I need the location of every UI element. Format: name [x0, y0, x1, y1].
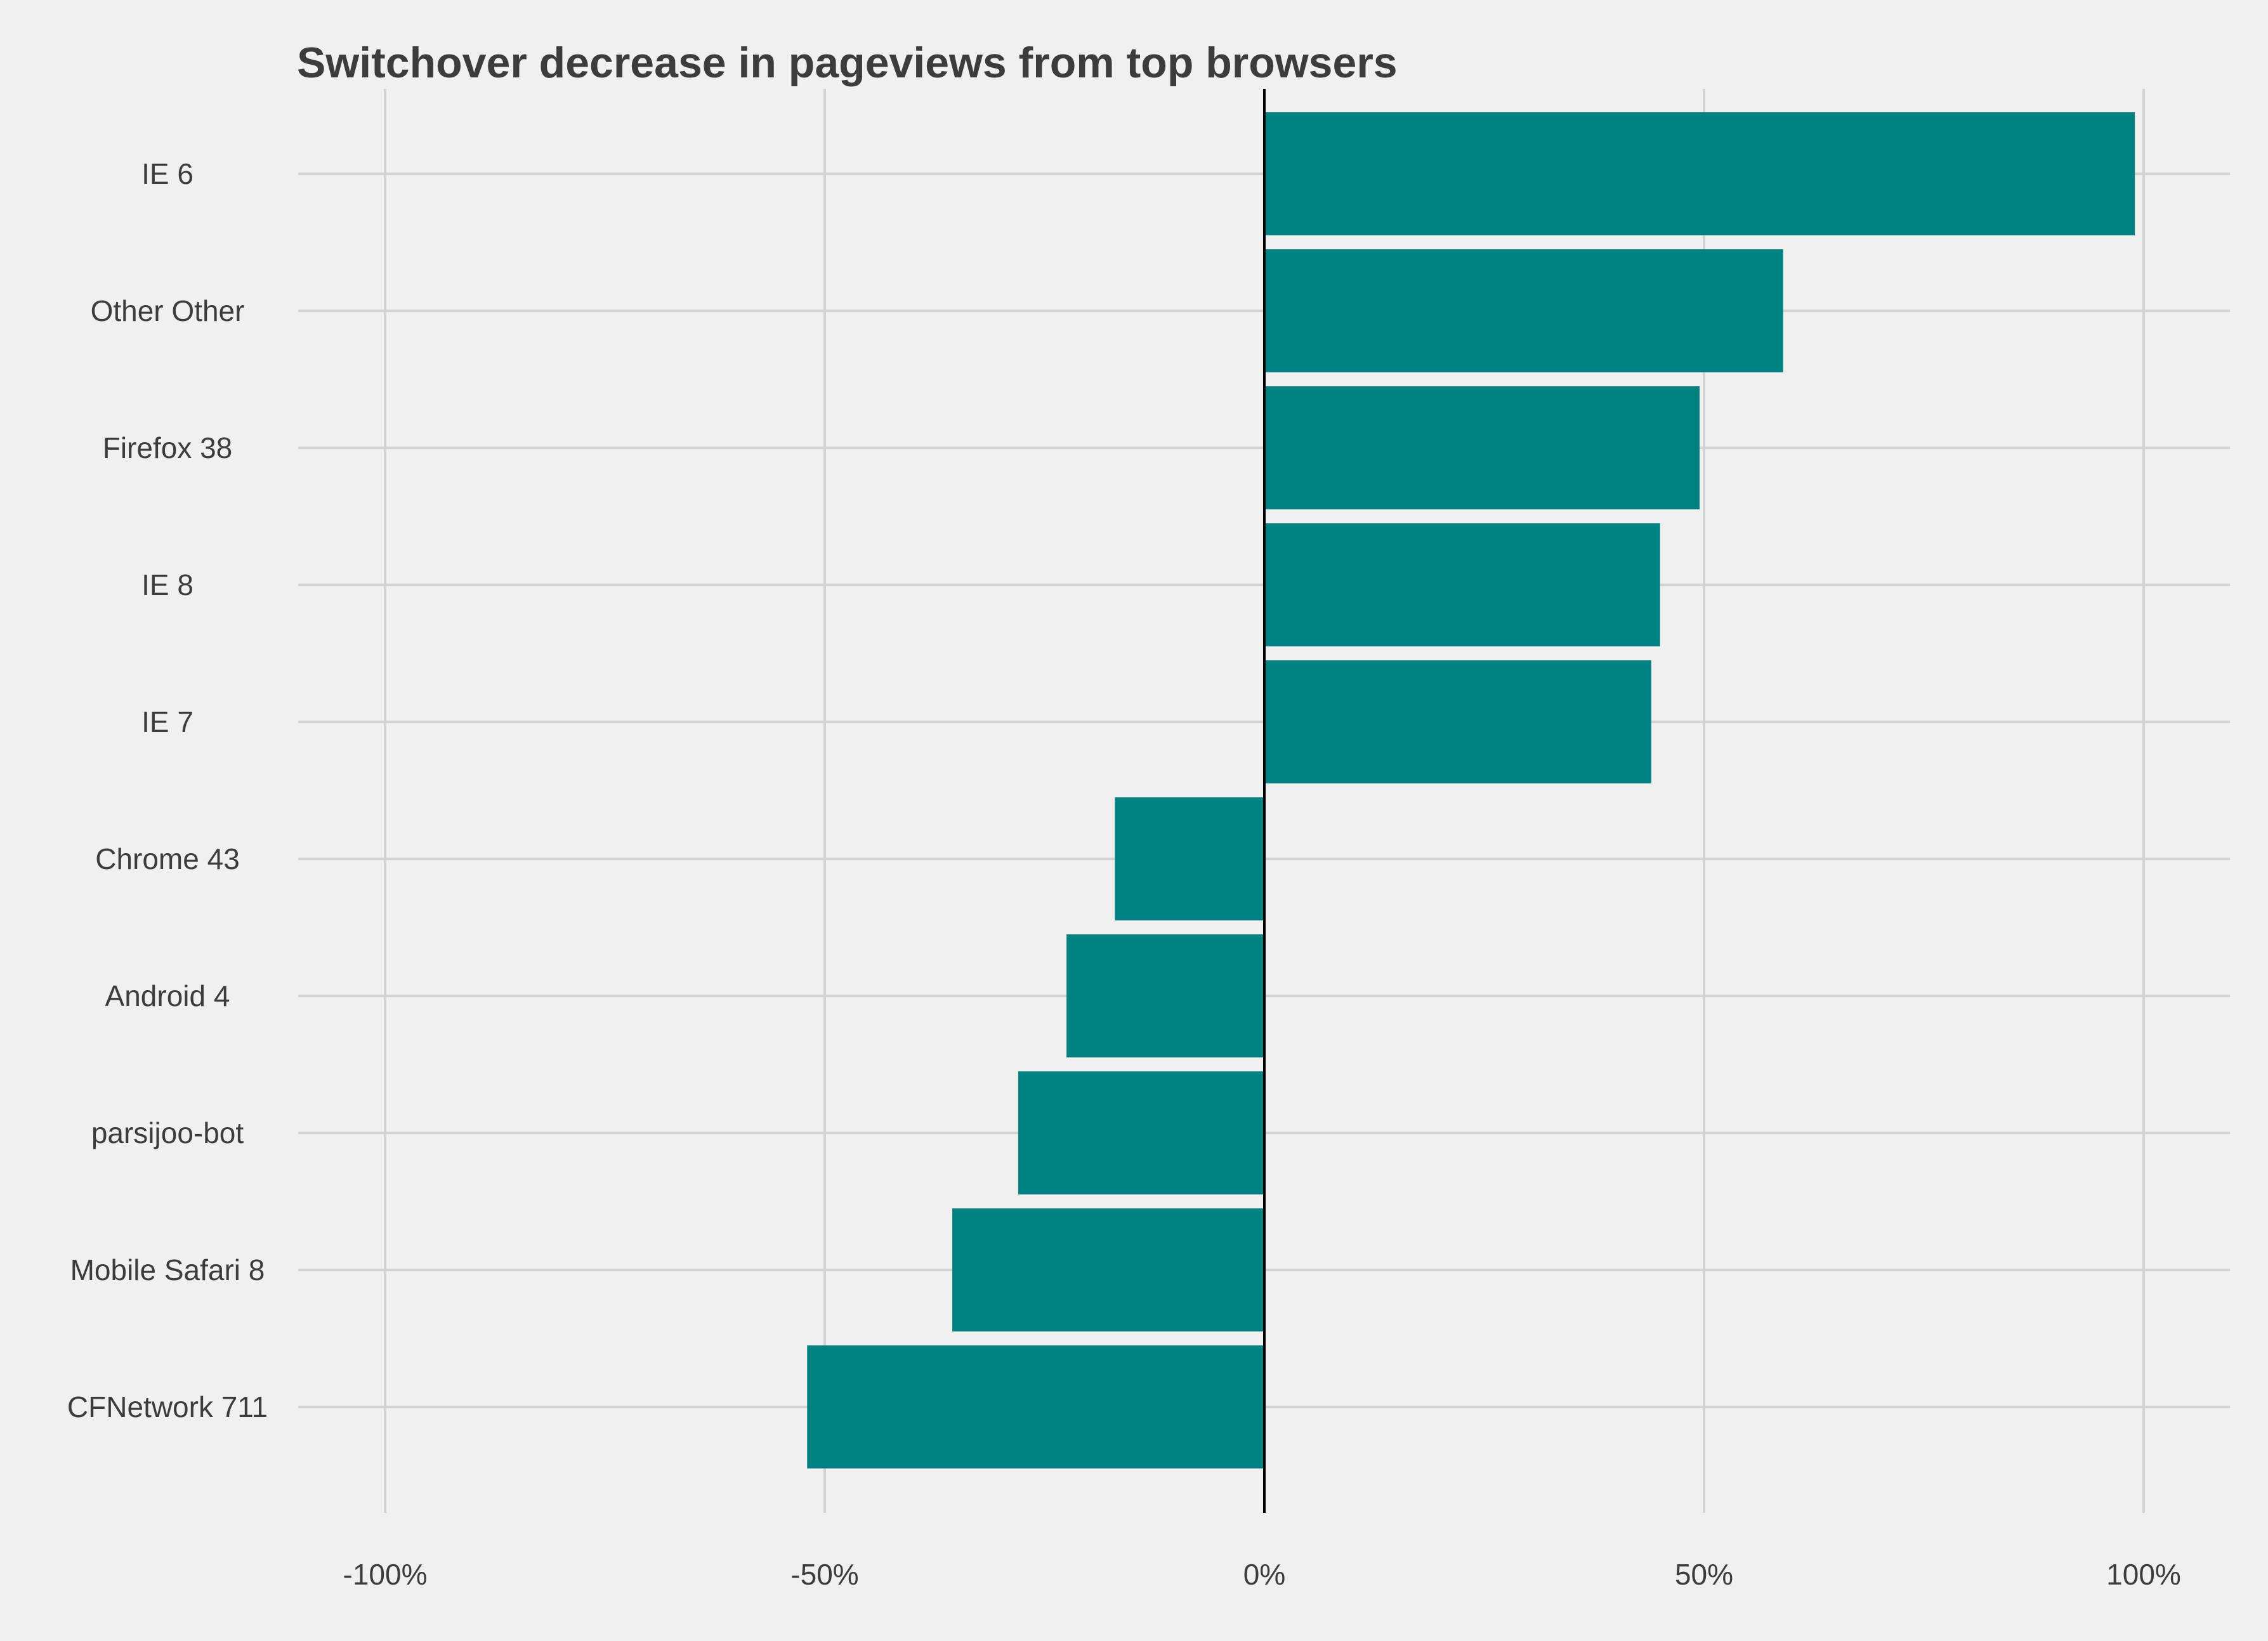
- category-label: parsijoo-bot: [91, 1116, 244, 1149]
- bar-android-4: [1066, 934, 1264, 1057]
- bar-ie-7: [1264, 660, 1651, 783]
- bar-parsijoo-bot: [1018, 1071, 1264, 1194]
- category-label: CFNetwork 711: [67, 1390, 268, 1423]
- bar-other-other: [1264, 249, 1783, 372]
- x-tick-label: 50%: [1675, 1558, 1733, 1591]
- x-tick-label: -50%: [790, 1558, 858, 1591]
- category-label: Mobile Safari 8: [70, 1253, 265, 1286]
- bar-chrome-43: [1115, 797, 1264, 920]
- bar-mobile-safari-8: [952, 1208, 1264, 1331]
- bars: [807, 112, 2135, 1468]
- category-label: Chrome 43: [95, 842, 240, 875]
- category-label: Android 4: [105, 979, 230, 1012]
- bar-ie-8: [1264, 523, 1660, 646]
- x-tick-label: 100%: [2106, 1558, 2181, 1591]
- bar-cfnetwork-711: [807, 1345, 1264, 1468]
- x-tick-labels: -100% -50% 0% 50% 100%: [343, 1558, 2181, 1591]
- category-label: Other Other: [91, 294, 245, 327]
- x-tick-label: -100%: [343, 1558, 428, 1591]
- category-label: IE 8: [141, 568, 193, 601]
- bar-firefox-38: [1264, 386, 1700, 509]
- category-label: IE 7: [141, 705, 193, 738]
- category-label: Firefox 38: [103, 431, 233, 464]
- x-tick-label: 0%: [1243, 1558, 1285, 1591]
- category-label: IE 6: [141, 157, 193, 190]
- bar-ie-6: [1264, 112, 2135, 235]
- category-labels: IE 6 Other Other Firefox 38 IE 8 IE 7 Chrome …: [67, 157, 268, 1423]
- chart-title: Switchover decrease in pageviews from to…: [297, 39, 1398, 87]
